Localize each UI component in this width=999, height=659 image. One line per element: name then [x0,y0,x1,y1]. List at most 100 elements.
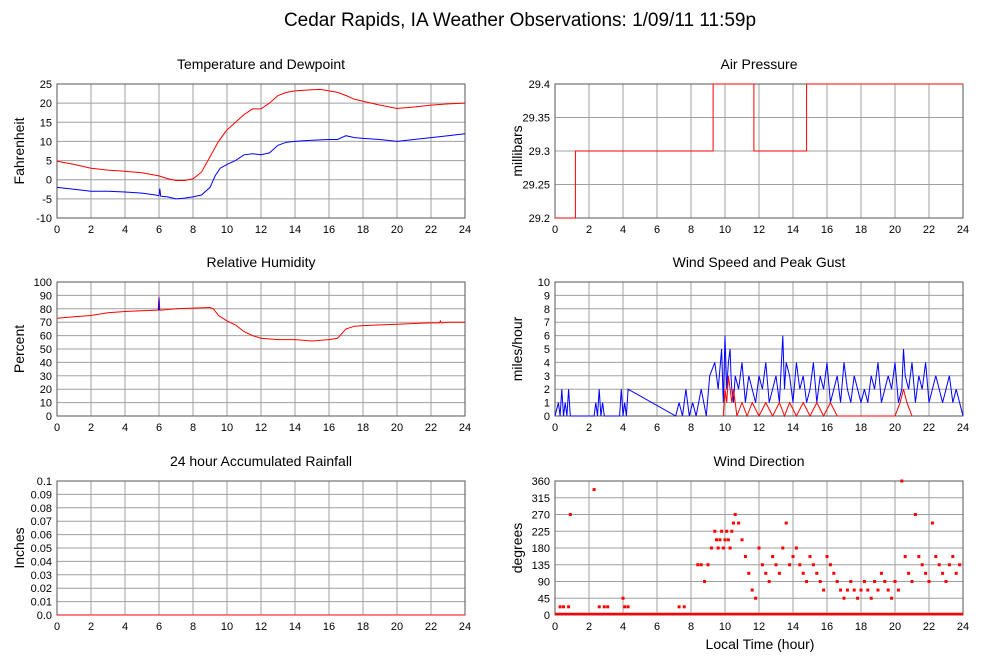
wind-ytick-label: 0 [544,411,550,423]
wdir-point [740,538,744,542]
wind-ytick-label: 2 [544,384,550,396]
rain-xtick-label: 16 [323,621,335,633]
wdir-ytick-label: 45 [538,593,550,605]
wdir-point [924,571,928,575]
wdir-point [852,588,856,592]
wdir-ylabel: degrees [509,523,525,574]
wdir-point [754,596,758,600]
wind-title: Wind Speed and Peak Gust [673,254,846,270]
wdir-point [883,580,887,583]
wdir-point [927,580,931,583]
wdir-point [917,555,921,559]
wdir-point [677,605,681,609]
wdir-point [760,563,764,567]
press-xtick-label: 4 [620,224,626,236]
rh-xtick-label: 6 [156,422,162,434]
wdir-xtick-label: 4 [620,621,626,633]
temp-ytick-label: 25 [40,79,52,91]
rh-xtick-label: 16 [323,422,335,434]
temp-xtick-label: 2 [88,224,94,236]
temp-ytick-label: 20 [40,98,52,110]
rain-ytick-label: 0.08 [31,503,52,515]
wdir-point [721,546,725,550]
wdir-point [794,546,798,550]
wdir-xtick-label: 22 [923,621,935,633]
press-ytick-label: 29.2 [529,213,550,225]
wdir-point [732,521,735,525]
wdir-point [777,571,781,575]
wdir-xtick-label: 14 [787,621,799,633]
temp-xtick-label: 22 [425,224,437,236]
press-xtick-label: 20 [889,224,901,236]
wdir-point [728,546,732,550]
wdir-point [764,571,768,575]
wdir-point [903,555,907,559]
wdir-point [832,571,836,575]
wdir-point [757,546,761,550]
wdir-xtick-label: 0 [552,621,558,633]
rh-xtick-label: 24 [459,422,471,434]
wind-ytick-label: 6 [544,331,550,343]
wdir-point [767,580,771,583]
wdir-ytick-label: 225 [532,526,550,538]
wdir-xtick-label: 16 [821,621,833,633]
wdir-point [958,563,962,567]
wdir-point [606,605,610,609]
temp-xtick-label: 14 [289,224,301,236]
temp-series-line [56,133,466,200]
rh-ytick-label: 40 [40,357,52,369]
press-xtick-label: 14 [787,224,799,236]
wind-ytick-label: 9 [544,290,550,302]
wind-xtick-label: 12 [753,422,765,434]
rh-ytick-label: 60 [40,331,52,343]
rain-xtick-label: 6 [156,621,162,633]
wdir-point [788,563,792,567]
rh-xtick-label: 14 [289,422,301,434]
rain-ytick-label: 0.09 [31,489,52,501]
wdir-point [750,588,754,592]
wdir-point [743,555,747,559]
wdir-point [808,555,812,559]
wdir-ytick-label: 0 [544,610,550,622]
press-xtick-label: 0 [552,224,558,236]
wdir-point [730,529,734,533]
wdir-point [703,580,707,583]
wdir-point [900,479,904,483]
temp-ytick-label: -10 [36,213,52,225]
wdir-point [920,563,924,567]
wdir-point [696,563,700,567]
wdir-point [944,580,948,583]
wind-xtick-label: 14 [787,422,799,434]
wind-xtick-label: 24 [957,422,969,434]
wdir-point [602,605,606,609]
wind-xtick-label: 18 [855,422,867,434]
press-xtick-label: 6 [654,224,660,236]
wdir-xtick-label: 2 [586,621,592,633]
wdir-point [784,521,788,525]
rain-ytick-label: 0.05 [31,543,52,555]
temp-title: Temperature and Dewpoint [177,56,345,72]
temp-xtick-label: 12 [255,224,267,236]
rh-ytick-label: 20 [40,384,52,396]
temp-frame [56,83,466,219]
wind-ytick-label: 1 [544,398,550,410]
wind-ytick-label: 8 [544,304,550,316]
rh-xtick-label: 22 [425,422,437,434]
wdir-point [682,605,686,609]
rain-xtick-label: 22 [425,621,437,633]
wdir-point [623,605,627,609]
wdir-point [856,596,860,600]
wind-ytick-label: 4 [544,357,550,369]
rh-xtick-label: 0 [54,422,60,434]
wdir-ytick-label: 360 [532,476,550,488]
temp-ytick-label: 5 [46,156,52,168]
wdir-xtick-label: 6 [654,621,660,633]
rain-ytick-label: 0.04 [31,556,52,568]
wind-ytick-label: 10 [538,277,550,289]
wdir-point [592,488,596,492]
